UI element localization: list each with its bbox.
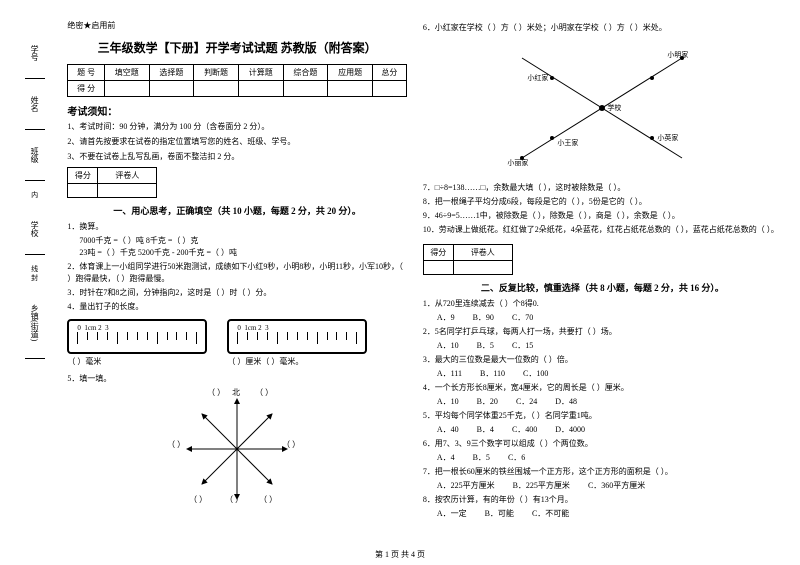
td	[104, 81, 149, 97]
left-column: 绝密★启用前 三年级数学【下册】开学考试试题 苏教版（附答案） 题 号 填空题 …	[59, 20, 414, 545]
margin-line	[25, 358, 45, 359]
notice-1: 1、考试时间：90 分钟，满分为 100 分（含卷面分 2 分）。	[67, 121, 406, 134]
td	[194, 81, 239, 97]
s2-q: 5．平均每个同学体重25千克，（ ）名同学重1吨。	[423, 410, 782, 422]
td	[372, 81, 406, 97]
binding-margin: 学号 姓名 班级 内 学校 线 封 乡镇(街道)	[10, 20, 59, 545]
q4-blank2: （ ）厘米（ ）毫米。	[227, 356, 367, 367]
s2-q: 1．从720里连续减去（ ）个8得0.	[423, 298, 782, 310]
q7: 7．□÷8=138……□，余数最大填（ ），这时被除数是（ ）。	[423, 182, 782, 194]
q4: 4．量出钉子的长度。	[67, 301, 406, 313]
margin-dash-text2: 线 封	[30, 265, 40, 281]
s2-opts: A．一定B．可能C．不可能	[437, 508, 782, 520]
ruler-row: 0 1cm 2 3 （ ）毫米 0 1cm 2 3 （ ）厘米（ ）毫米。	[67, 319, 406, 367]
margin-xz: 乡镇(街道)	[29, 304, 40, 341]
s2-q: 2．5名同学打乒乓球，每两人打一场，共要打（ ）场。	[423, 326, 782, 338]
s2-opts: A．40B．4C．400D．4000	[437, 424, 782, 436]
th: 计算题	[238, 65, 283, 81]
th: 应用题	[328, 65, 373, 81]
compass-diagram: （ ） 北 （ ） （ ） （ ） （ ） （ ） （ ）	[177, 389, 297, 509]
td	[328, 81, 373, 97]
s2-q: 4．一个长方形长8厘米，宽4厘米，它的周长是（ ）厘米。	[423, 382, 782, 394]
td	[283, 81, 328, 97]
s2-opts: A．10B．5C．15	[437, 340, 782, 352]
score-box-table: 得分评卷人	[67, 167, 157, 198]
margin-xx: 学校	[29, 221, 40, 237]
margin-dash-text: 内	[30, 191, 40, 198]
xm-label: 小明家	[667, 50, 688, 60]
ruler-2: 0 1cm 2 3	[227, 319, 367, 354]
q1-line: 23吨 =（ ）千克 5200千克 - 200千克 =（ ）吨	[79, 247, 406, 259]
s2-q: 8．按农历计算，有的年份（ ）有13个月。	[423, 494, 782, 506]
c-e: （ ）	[282, 439, 297, 450]
s2-q: 7．把一根长60厘米的铁丝围城一个正方形，这个正方形的面积是（ ）。	[423, 466, 782, 478]
secret-label: 绝密★启用前	[67, 20, 406, 31]
xy-label: 小英家	[657, 133, 678, 143]
school-label: 学校	[607, 103, 621, 113]
th: 总分	[372, 65, 406, 81]
margin-xm: 姓名	[29, 96, 40, 112]
c-s: （ ）	[225, 494, 243, 505]
ruler-cm-labels: 0 1cm 2 3	[237, 324, 268, 332]
th: 综合题	[283, 65, 328, 81]
q4-blank1: （ ）毫米	[67, 356, 207, 367]
notice-3: 3、不要在试卷上乱写乱画，卷面不整洁扣 2 分。	[67, 151, 406, 164]
q3: 3．时针在7和8之间，分钟指向2，这时是（ ）时（ ）分。	[67, 287, 406, 299]
right-column: 6．小红家在学校（ ）方（ ）米处；小明家在学校（ ）方（ ）米处。 学校 小明…	[415, 20, 790, 545]
notice-title: 考试须知：	[67, 103, 406, 118]
c-sw: （ ）	[189, 494, 207, 505]
margin-line	[25, 78, 45, 79]
xh-label: 小红家	[527, 73, 548, 83]
c-se: （ ）	[259, 494, 277, 505]
margin-line	[25, 254, 45, 255]
q10: 10．劳动课上做纸花。红红做了2朵纸花，4朵蓝花，红花占纸花总数的（ ），蓝花占…	[423, 224, 782, 236]
c-n: 北	[232, 387, 240, 398]
score-table: 题 号 填空题 选择题 判断题 计算题 综合题 应用题 总分 得 分	[67, 64, 406, 97]
q6: 6．小红家在学校（ ）方（ ）米处；小明家在学校（ ）方（ ）米处。	[423, 22, 782, 34]
page-footer: 第 1 页 共 4 页	[0, 549, 800, 560]
margin-line	[25, 180, 45, 181]
s2-opts: A．4B．5C．6	[437, 452, 782, 464]
th: 选择题	[149, 65, 194, 81]
q5: 5．填一填。	[67, 373, 406, 385]
s2-questions: 1．从720里连续减去（ ）个8得0. A．9B．90C．70 2．5名同学打乒乓球…	[423, 298, 782, 520]
s2-q: 6．用7、3、9三个数字可以组成（ ）个两位数。	[423, 438, 782, 450]
section2-title: 二、反复比较，慎重选择（共 8 小题，每题 2 分，共 16 分）。	[423, 281, 782, 294]
score-box-table-2: 得分评卷人	[423, 244, 513, 275]
margin-line	[25, 129, 45, 130]
xl-label: 小丽家	[507, 158, 528, 168]
ruler-cm-labels: 0 1cm 2 3	[77, 324, 108, 332]
c-ne: （ ）	[255, 387, 273, 398]
c-nw: （ ）	[207, 387, 225, 398]
notice-2: 2、请首先按要求在试卷的指定位置填写您的姓名、班级、学号。	[67, 136, 406, 149]
td	[149, 81, 194, 97]
th: 判断题	[194, 65, 239, 81]
q1: 1．换算。	[67, 221, 406, 233]
s2-opts: A．9B．90C．70	[437, 312, 782, 324]
q2: 2．体育课上一小组同学进行50米跑测试，成绩如下小红9秒，小明8秒，小明11秒，…	[67, 261, 406, 285]
xw-label: 小王家	[557, 138, 578, 148]
q1-line: 7000千克 =（ ）吨 8千克 =（ ）克	[79, 235, 406, 247]
section1-title: 一、用心思考，正确填空（共 10 小题，每题 2 分，共 20 分）。	[67, 204, 406, 217]
station-diagram: 学校 小明家 小红家 小英家 小丽家 小王家	[502, 38, 702, 178]
s2-opts: A．111B．110C．100	[437, 368, 782, 380]
td: 得 分	[68, 81, 105, 97]
td	[238, 81, 283, 97]
th: 填空题	[104, 65, 149, 81]
th: 题 号	[68, 65, 105, 81]
q8: 8．把一根绳子平均分成6段，每段是它的（ ），5份是它的（ ）。	[423, 196, 782, 208]
margin-xh: 学号	[29, 45, 40, 61]
q9: 9．46÷9=5……1中，被除数是（ ），除数是（ ），商是（ ），余数是（ ）…	[423, 210, 782, 222]
ruler-1: 0 1cm 2 3	[67, 319, 207, 354]
s2-opts: A．10B．20C．24D．48	[437, 396, 782, 408]
margin-bj: 班级	[29, 147, 40, 163]
c-w: （ ）	[167, 439, 185, 450]
s2-q: 3．最大的三位数是最大一位数的（ ）倍。	[423, 354, 782, 366]
exam-title: 三年级数学【下册】开学考试试题 苏教版（附答案）	[67, 39, 406, 56]
s2-opts: A．225平方厘米B．225平方厘米C．360平方厘米	[437, 480, 782, 492]
